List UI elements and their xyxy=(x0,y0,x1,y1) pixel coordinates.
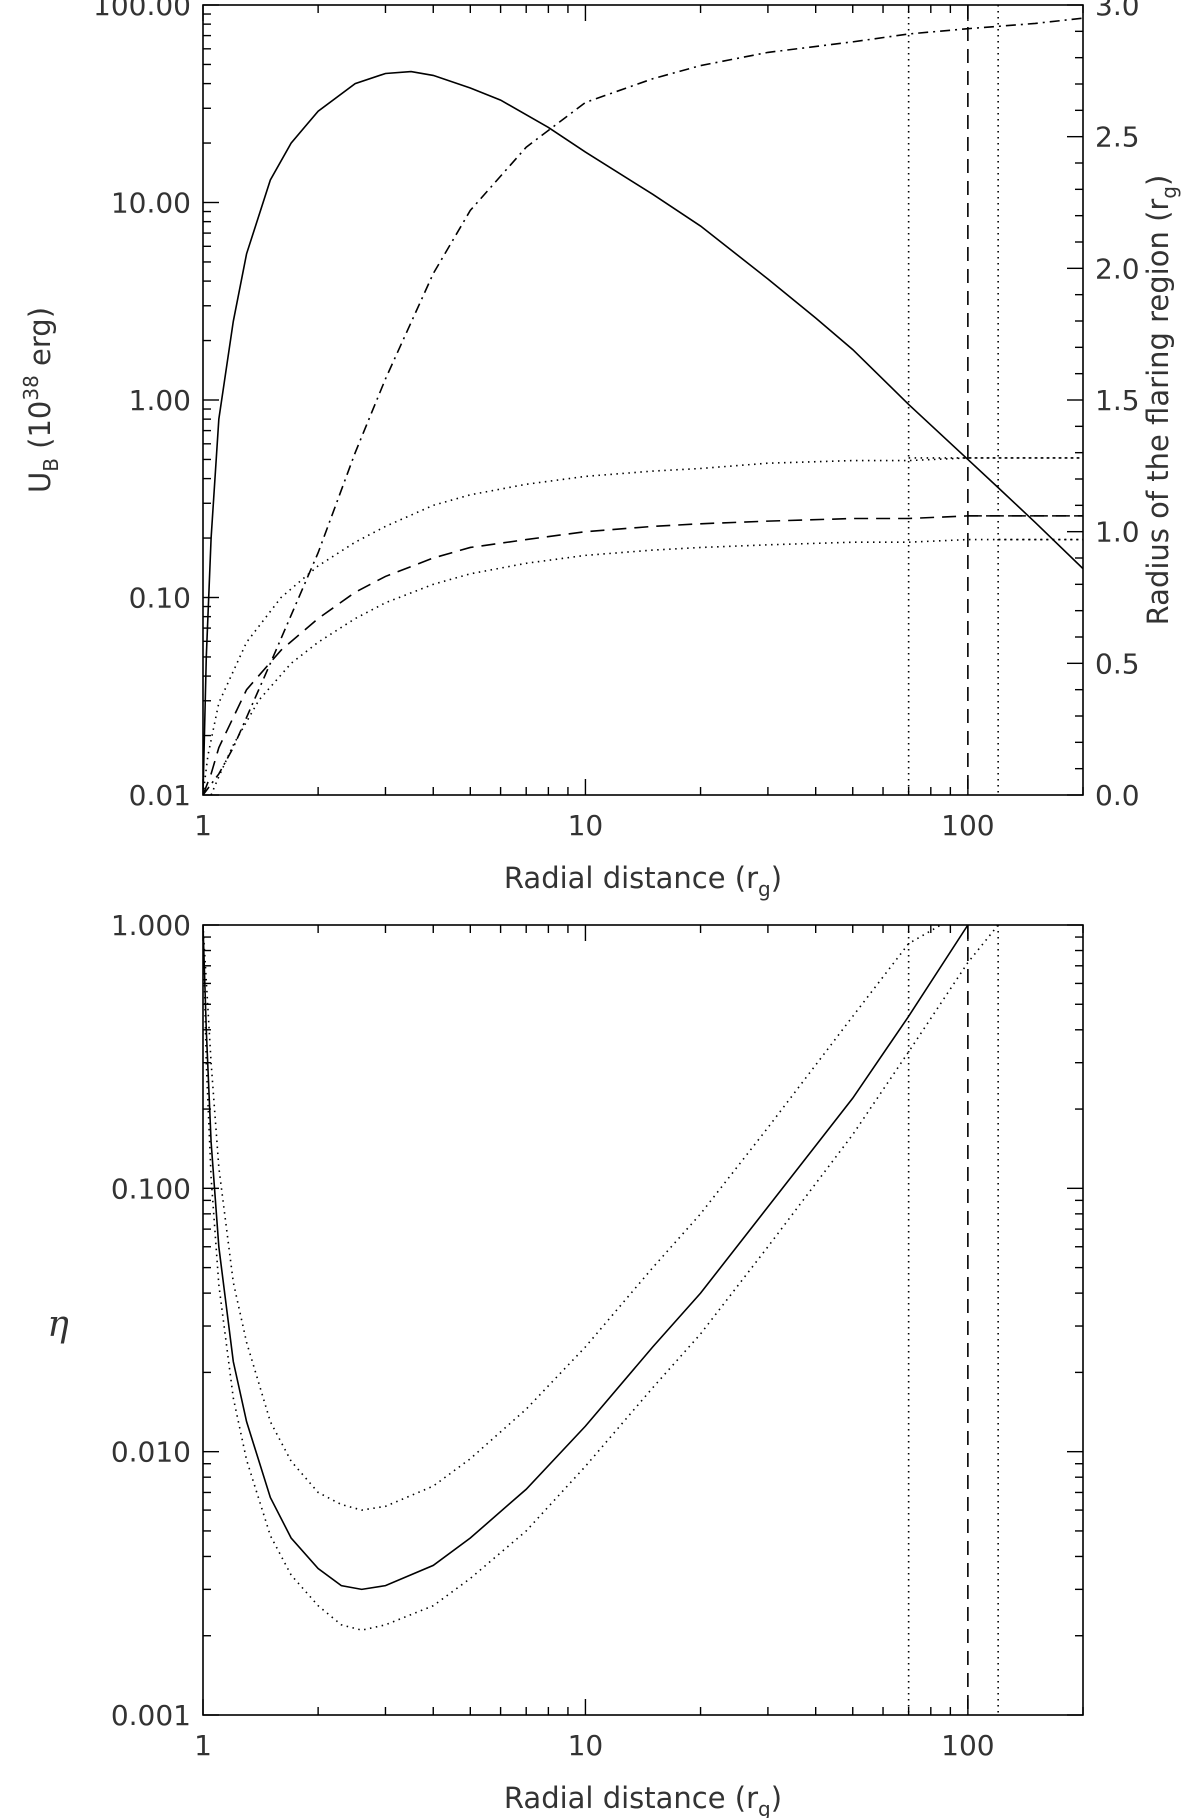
right-y-tick-label: 1.0 xyxy=(1095,516,1140,549)
x-tick-label: 1 xyxy=(194,809,212,842)
y-tick-label: 0.01 xyxy=(129,779,191,812)
series-line-dotted xyxy=(210,538,1083,795)
top-plot-frame xyxy=(202,4,1084,796)
bottom-plot-frame xyxy=(202,924,1084,1716)
top-x-axis-label: Radial distance (rg) xyxy=(504,861,782,901)
y-tick-label: 0.10 xyxy=(129,582,191,615)
right-y-tick-label: 1.5 xyxy=(1095,384,1140,417)
right-y-tick-label: 2.5 xyxy=(1095,121,1140,154)
right-y-tick-label: 2.0 xyxy=(1095,252,1140,285)
series-group xyxy=(203,925,999,1715)
x-tick-label: 100 xyxy=(941,1729,994,1762)
y-tick-label: 1.00 xyxy=(129,384,191,417)
bottom-series xyxy=(203,925,999,1715)
series-line-dotted xyxy=(203,925,999,1631)
x-tick-label: 100 xyxy=(941,809,994,842)
top-panel: 1 10 100 0.01 0.10 1.00 10.00 100.00 0.0 0.5 1.0 1.… xyxy=(19,0,1181,901)
bottom-tick-labels: 1 10 100 0.001 0.010 0.100 1.000 xyxy=(111,909,995,1762)
series-line-dotted xyxy=(203,925,942,1511)
series-line-dash-dot xyxy=(203,17,1083,795)
top-series xyxy=(203,5,1083,795)
series-line-solid xyxy=(203,925,969,1591)
x-tick-label: 1 xyxy=(194,1729,212,1762)
right-y-tick-label: 0.5 xyxy=(1095,647,1140,680)
x-tick-label: 10 xyxy=(568,1729,604,1762)
bottom-panel: 1 10 100 0.001 0.010 0.100 1.000 Radial distan… xyxy=(47,909,1084,1818)
top-ticks xyxy=(202,4,1084,796)
series-line-dashed xyxy=(203,515,1083,795)
y-tick-label: 10.00 xyxy=(111,187,191,220)
bottom-ticks xyxy=(202,924,1084,1716)
right-y-tick-label: 0.0 xyxy=(1095,779,1140,812)
y-tick-label: 0.100 xyxy=(111,1172,191,1205)
bottom-x-axis-label: Radial distance (rg) xyxy=(504,1781,782,1818)
y-tick-label: 100.00 xyxy=(93,0,191,22)
top-right-y-axis-label: Radius of the flaring region (rg) xyxy=(1141,175,1181,626)
series-group xyxy=(203,5,1083,795)
y-tick-label: 1.000 xyxy=(111,909,191,942)
top-tick-labels: 1 10 100 0.01 0.10 1.00 10.00 100.00 0.0 0.5 1.0 1.… xyxy=(93,0,1140,842)
y-tick-label: 0.001 xyxy=(111,1699,191,1732)
series-line-solid xyxy=(203,70,1083,795)
y-tick-label: 0.010 xyxy=(111,1436,191,1469)
x-tick-label: 10 xyxy=(568,809,604,842)
top-left-y-axis-label: UB (1038 erg) xyxy=(19,307,63,493)
bottom-y-axis-label: η xyxy=(47,1304,69,1345)
right-y-tick-label: 3.0 xyxy=(1095,0,1140,22)
